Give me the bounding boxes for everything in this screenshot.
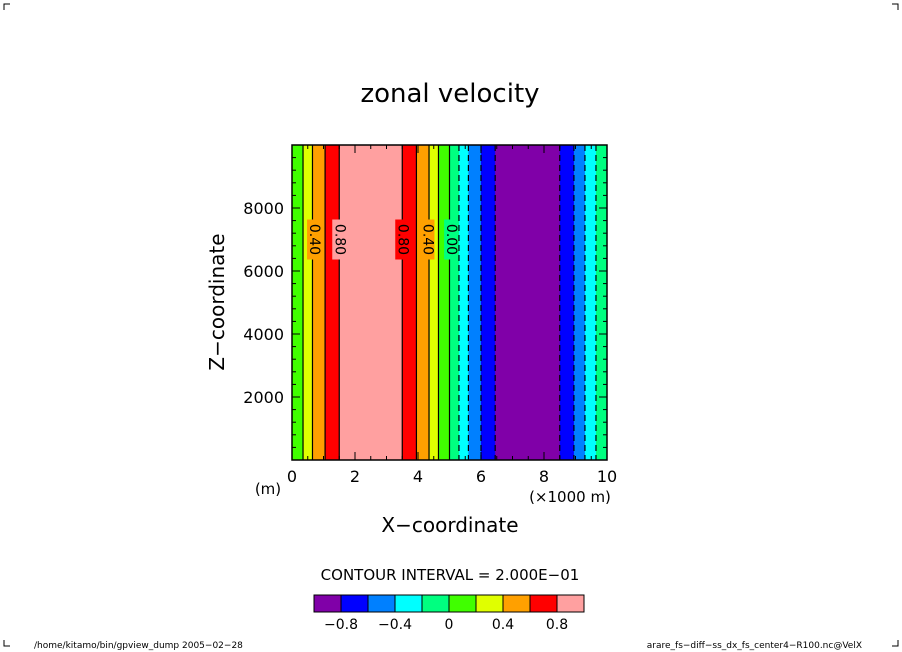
colorbar (313, 594, 585, 613)
y-tick-label-0: 2000 (243, 388, 284, 407)
band-13 (495, 145, 561, 460)
band-7 (429, 145, 439, 460)
band-3 (325, 145, 340, 460)
band-12 (481, 145, 496, 460)
band-2 (312, 145, 326, 460)
colorbar-label-1: −0.4 (378, 617, 412, 633)
colorbar-labels: −0.8 −0.4 0 0.4 0.8 (324, 617, 568, 633)
x-axis-label: X−coordinate (381, 513, 518, 537)
contour-lines (302, 145, 597, 460)
chart-title: zonal velocity (360, 79, 539, 109)
colorbar-cell-3 (394, 594, 423, 613)
band-6 (416, 145, 430, 460)
band-8 (438, 145, 450, 460)
x-tick-label-0: 0 (287, 467, 297, 486)
band-0 (292, 145, 304, 460)
contour-label-bg-0 (307, 219, 322, 260)
colorbar-cell-1 (340, 594, 369, 613)
band-5 (402, 145, 417, 460)
x-tick-label-5: 10 (597, 467, 617, 486)
contour-label-4: 0.00 (443, 224, 459, 255)
axis-ticks (291, 145, 608, 460)
band-10 (458, 145, 469, 460)
x-tick-label-3: 6 (476, 467, 486, 486)
x-unit-left: (m) (255, 480, 281, 498)
band-4 (339, 145, 403, 460)
contour-label-2: 0.80 (394, 224, 410, 255)
colorbar-label-3: 0.4 (492, 617, 514, 633)
contour-label-bg-2 (395, 219, 410, 260)
colorbar-label-0: −0.8 (324, 617, 358, 633)
contour-label-1: 0.80 (331, 224, 347, 255)
band-11 (468, 145, 482, 460)
band-9 (449, 145, 460, 460)
footer-left: /home/kitamo/bin/gpview_dump 2005−02−28 (34, 641, 243, 651)
colorbar-cell-6 (475, 594, 504, 613)
y-tick-label-3: 8000 (243, 199, 284, 218)
colorbar-cell-7 (502, 594, 531, 613)
colorbar-cell-9 (556, 594, 585, 613)
x-unit-right: (×1000 m) (529, 488, 611, 506)
y-axis-label: Z−coordinate (205, 233, 229, 370)
y-tick-label-2: 6000 (243, 262, 284, 281)
y-tick-label-1: 4000 (243, 325, 284, 344)
x-tick-labels: 0 2 4 6 8 10 (287, 467, 617, 486)
colorbar-cell-0 (313, 594, 342, 613)
contour-label-bg-1 (332, 219, 347, 260)
colorbar-cell-8 (529, 594, 558, 613)
colorbar-cell-2 (367, 594, 396, 613)
contour-interval-text: CONTOUR INTERVAL = 2.000E−01 (321, 566, 580, 584)
footer-right: arare_fs−diff−ss_dx_fs_center4−R100.nc@V… (647, 641, 862, 651)
colorbar-cell-5 (448, 594, 477, 613)
band-16 (584, 145, 597, 460)
colorbar-label-2: 0 (445, 617, 454, 633)
contour-labels: 0.40 0.80 0.80 0.40 0.00 (306, 219, 459, 260)
band-14 (559, 145, 575, 460)
contour-label-0: 0.40 (306, 224, 322, 255)
y-tick-labels: 2000 4000 6000 8000 (243, 199, 284, 407)
colorbar-cell-4 (421, 594, 450, 613)
contour-label-bg-3 (420, 219, 435, 260)
x-tick-label-4: 8 (539, 467, 549, 486)
x-tick-label-1: 2 (350, 467, 360, 486)
contour-label-bg-4 (444, 219, 459, 260)
band-15 (573, 145, 586, 460)
x-tick-label-2: 4 (413, 467, 423, 486)
crop-marks (3, 3, 899, 647)
band-17 (595, 145, 608, 460)
contour-label-3: 0.40 (419, 224, 435, 255)
band-1 (303, 145, 313, 460)
colorbar-label-4: 0.8 (546, 617, 568, 633)
